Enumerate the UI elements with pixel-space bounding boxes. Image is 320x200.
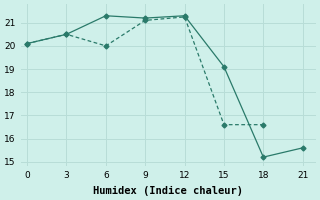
X-axis label: Humidex (Indice chaleur): Humidex (Indice chaleur) (93, 186, 243, 196)
